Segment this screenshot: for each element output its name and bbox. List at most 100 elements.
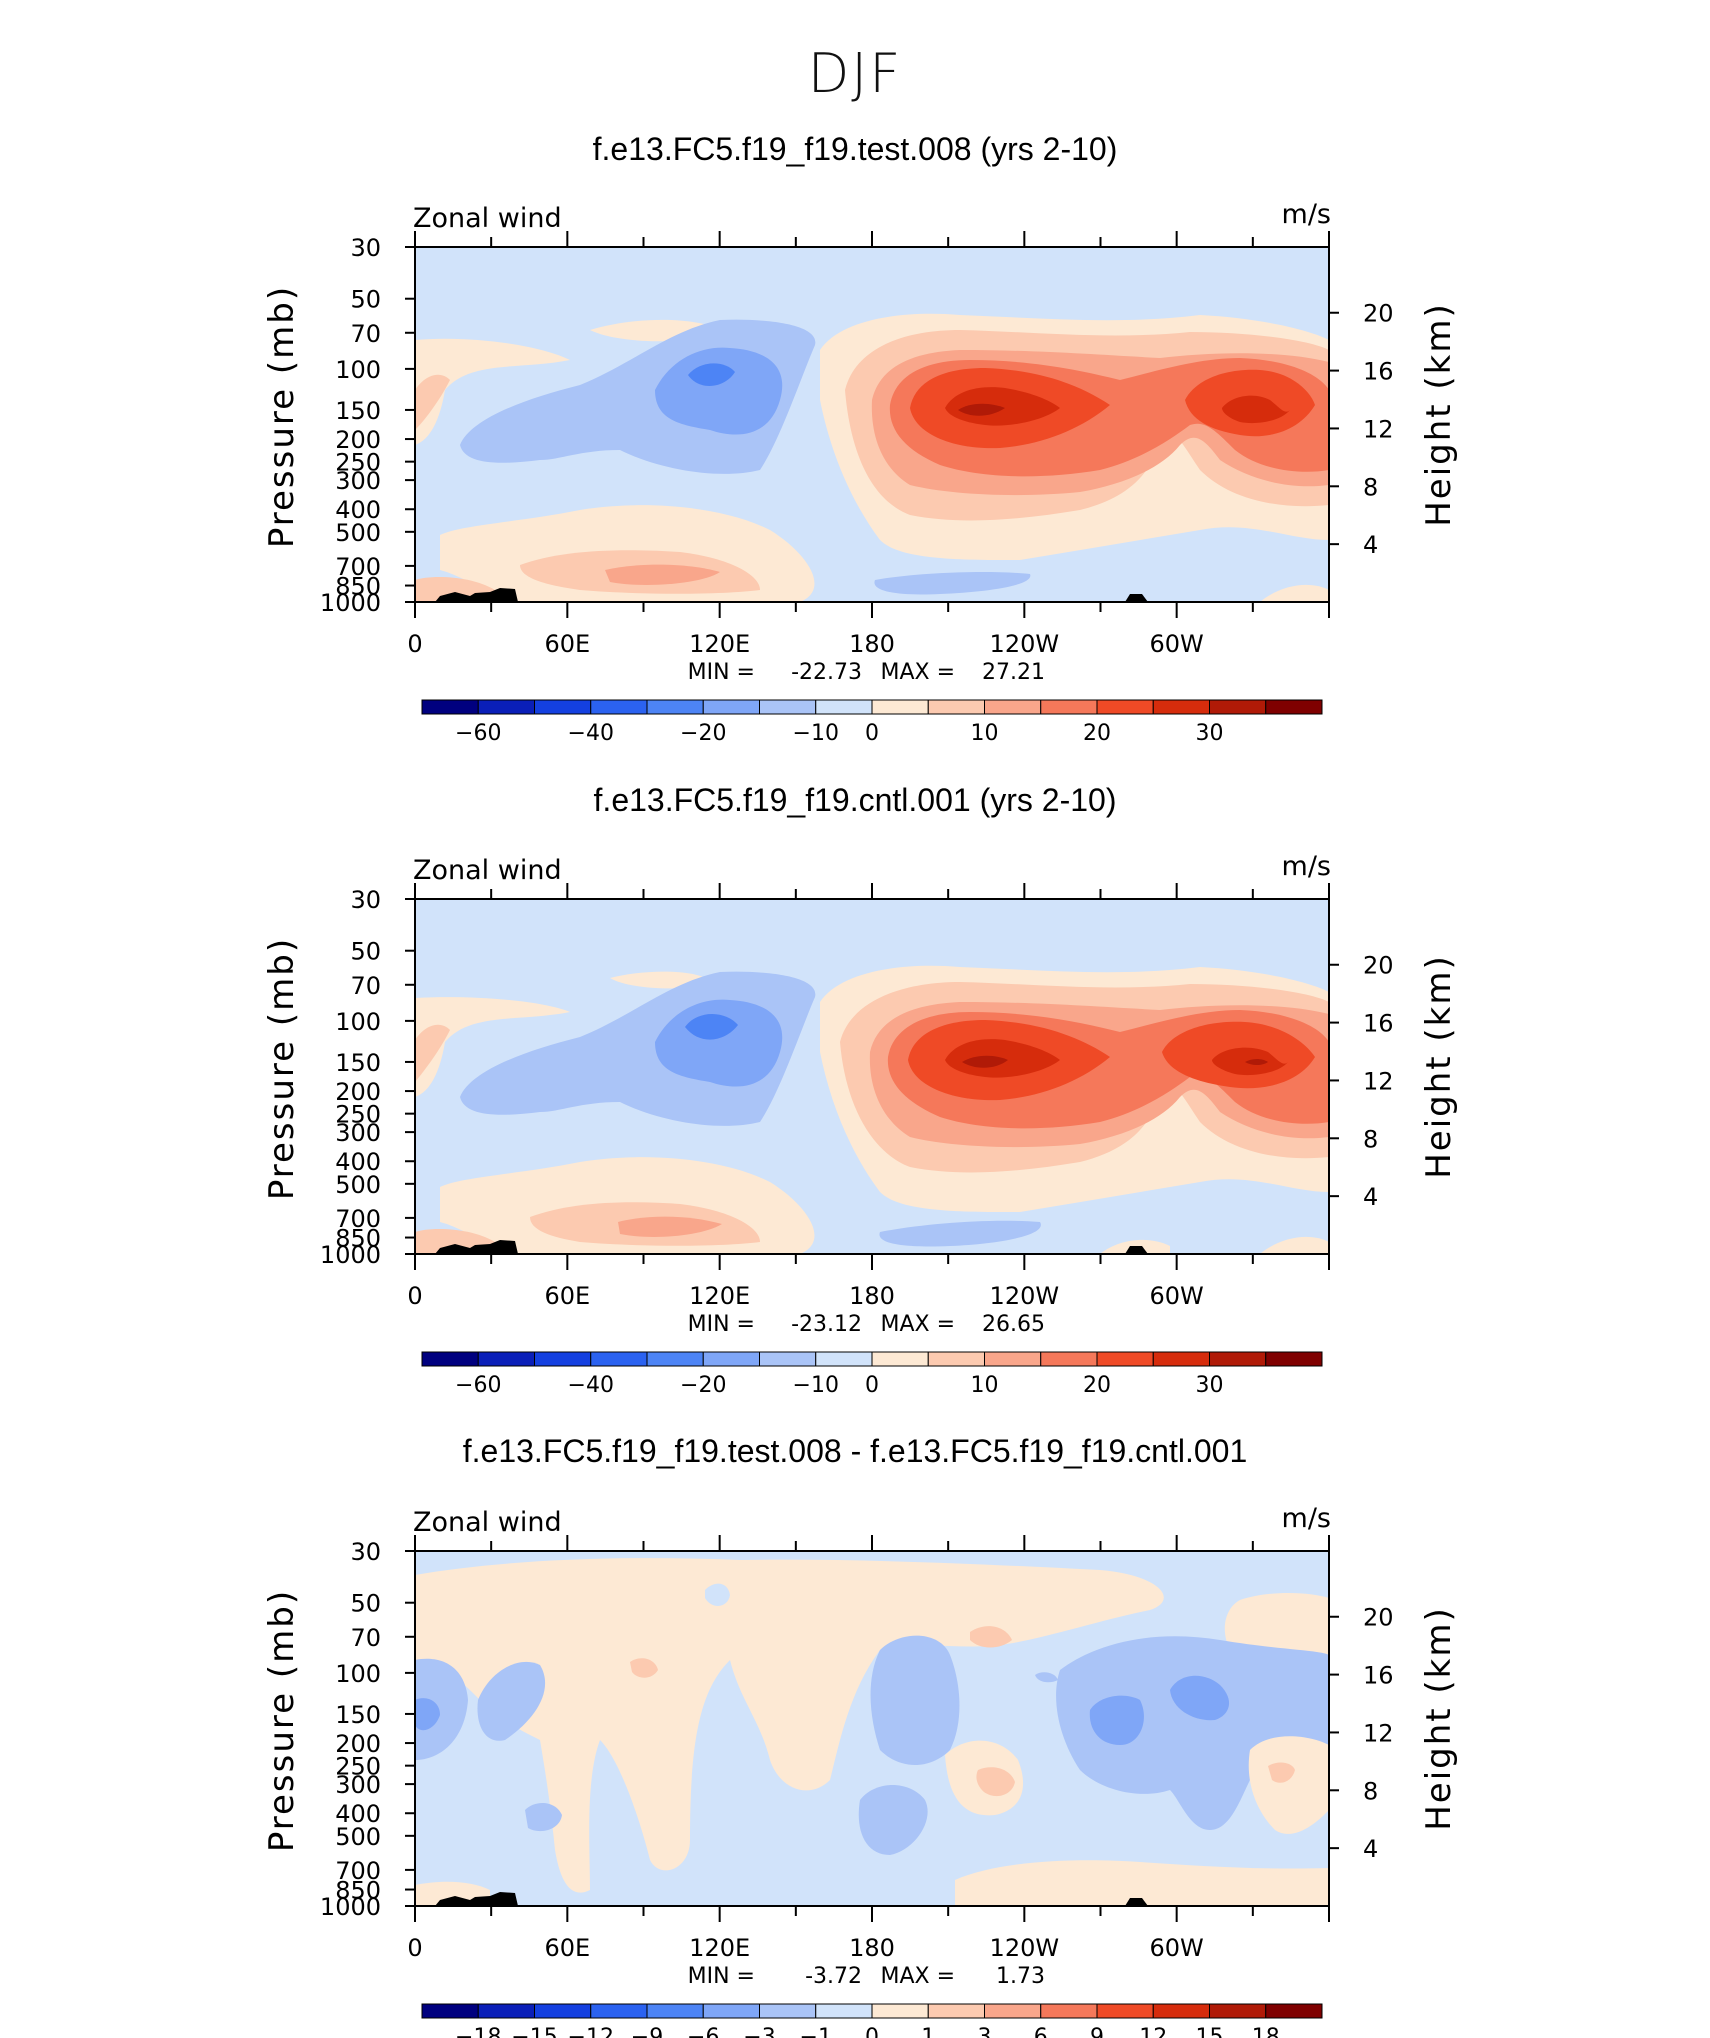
colorbar-swatch	[1040, 699, 1098, 715]
colorbar-swatch	[1265, 1351, 1323, 1367]
y-tick-label: 150	[335, 397, 381, 425]
colorbar-swatch	[590, 1351, 648, 1367]
y-tick-label: 700	[335, 553, 381, 581]
colorbar-swatch	[421, 1351, 479, 1367]
panel-title: f.e13.FC5.f19_f19.cntl.001 (yrs 2-10)	[593, 782, 1117, 818]
colorbar-label: 30	[1196, 1373, 1224, 1398]
y2-tick-label: 16	[1363, 358, 1394, 386]
min-label: MIN =	[688, 1964, 755, 1989]
x-tick-label: 120E	[689, 1282, 750, 1310]
colorbar-swatch	[534, 699, 592, 715]
colorbar-swatch	[1265, 699, 1323, 715]
colorbar-label: 12	[1139, 2025, 1167, 2038]
colorbar-swatch	[534, 1351, 592, 1367]
axes-layer: Zonal wind m/s305070100150200250300400500…	[262, 199, 1459, 2038]
colorbar-label: −20	[680, 1373, 726, 1398]
colorbar-swatch	[927, 699, 985, 715]
colorbar-label: 10	[971, 1373, 999, 1398]
y-tick-label: 400	[335, 1800, 381, 1828]
y-tick-label: 250	[335, 449, 381, 477]
y-tick-label: 100	[335, 356, 381, 384]
colorbar-swatch	[1152, 699, 1210, 715]
colorbar-swatch	[984, 2003, 1042, 2019]
y-tick-label: 150	[335, 1049, 381, 1077]
y-tick-label: 400	[335, 496, 381, 524]
colorbar-label: −20	[680, 721, 726, 746]
x-tick-label: 120W	[990, 630, 1060, 658]
colorbar-swatch	[1096, 2003, 1154, 2019]
colorbar-label: 6	[1034, 2025, 1048, 2038]
y-tick-label: 50	[350, 1590, 381, 1618]
y-tick-label: 850	[335, 573, 381, 601]
colorbar-label: −40	[568, 721, 614, 746]
colorbar-swatch	[1209, 1351, 1267, 1367]
y2-tick-label: 12	[1363, 1719, 1394, 1747]
colorbar-swatch	[927, 1351, 985, 1367]
colorbar-label: −60	[455, 1373, 501, 1398]
x-tick-label: 120E	[689, 1934, 750, 1962]
y2-tick-label: 8	[1363, 1125, 1378, 1153]
x-tick-label: 0	[407, 630, 422, 658]
y2-tick-label: 12	[1363, 415, 1394, 443]
colorbar-swatch	[477, 699, 535, 715]
colorbar-swatch	[927, 2003, 985, 2019]
panel-title: f.e13.FC5.f19_f19.test.008 - f.e13.FC5.f…	[462, 1433, 1248, 1469]
min-value: -3.72	[805, 1964, 862, 1989]
y2-tick-label: 4	[1363, 531, 1378, 559]
max-value: 26.65	[982, 1312, 1045, 1337]
x-tick-label: 180	[849, 1282, 895, 1310]
x-tick-label: 180	[849, 630, 895, 658]
x-tick-label: 120W	[990, 1934, 1060, 1962]
colorbar-label: −6	[687, 2025, 719, 2038]
colorbar-label: −40	[568, 1373, 614, 1398]
y-tick-label: 850	[335, 1225, 381, 1253]
y2-tick-label: 8	[1363, 1777, 1378, 1805]
colorbar-label: −18	[455, 2025, 501, 2038]
colorbar-label: 1	[921, 2025, 935, 2038]
y-axis-label: Pressure (mb)	[262, 285, 302, 548]
contour-field	[415, 247, 1329, 602]
colorbar-swatch	[1096, 699, 1154, 715]
colorbar-label: 30	[1196, 721, 1224, 746]
y2-tick-label: 20	[1363, 300, 1394, 328]
max-label: MAX =	[880, 1312, 955, 1337]
colorbar-label: 20	[1083, 721, 1111, 746]
colorbar-label: −9	[631, 2025, 663, 2038]
y-tick-label: 500	[335, 1823, 381, 1851]
x-tick-label: 180	[849, 1934, 895, 1962]
colorbar-swatch	[815, 699, 873, 715]
colorbar-label: 3	[978, 2025, 992, 2038]
colorbar-swatch	[871, 1351, 929, 1367]
colorbar-swatch	[815, 2003, 873, 2019]
y-tick-label: 30	[350, 886, 381, 914]
x-tick-label: 60E	[544, 1282, 590, 1310]
colorbar-swatch	[1040, 2003, 1098, 2019]
colorbar-label: 15	[1196, 2025, 1224, 2038]
contour-field	[415, 899, 1329, 1254]
y-tick-label: 700	[335, 1205, 381, 1233]
colorbar-swatch	[1209, 2003, 1267, 2019]
y-axis-label: Pressure (mb)	[262, 1589, 302, 1852]
plot-left-label: Zonal wind	[413, 203, 562, 234]
max-label: MAX =	[880, 1964, 955, 1989]
colorbar-swatch	[590, 2003, 648, 2019]
x-tick-label: 120W	[990, 1282, 1060, 1310]
plot-units: m/s	[1282, 851, 1331, 882]
y2-tick-label: 4	[1363, 1835, 1378, 1863]
max-label: MAX =	[880, 660, 955, 685]
max-value: 27.21	[982, 660, 1045, 685]
x-tick-label: 60W	[1150, 630, 1204, 658]
colorbar-swatch	[759, 2003, 817, 2019]
y-tick-label: 500	[335, 1171, 381, 1199]
colorbar-swatch	[590, 699, 648, 715]
colorbar-swatch	[477, 1351, 535, 1367]
y-tick-label: 100	[335, 1660, 381, 1688]
y-tick-label: 300	[335, 467, 381, 495]
y-tick-label: 250	[335, 1753, 381, 1781]
colorbar-label: −15	[511, 2025, 557, 2038]
y-tick-label: 400	[335, 1148, 381, 1176]
colorbar-label: 10	[971, 721, 999, 746]
x-tick-label: 60W	[1150, 1934, 1204, 1962]
y-tick-label: 200	[335, 1078, 381, 1106]
